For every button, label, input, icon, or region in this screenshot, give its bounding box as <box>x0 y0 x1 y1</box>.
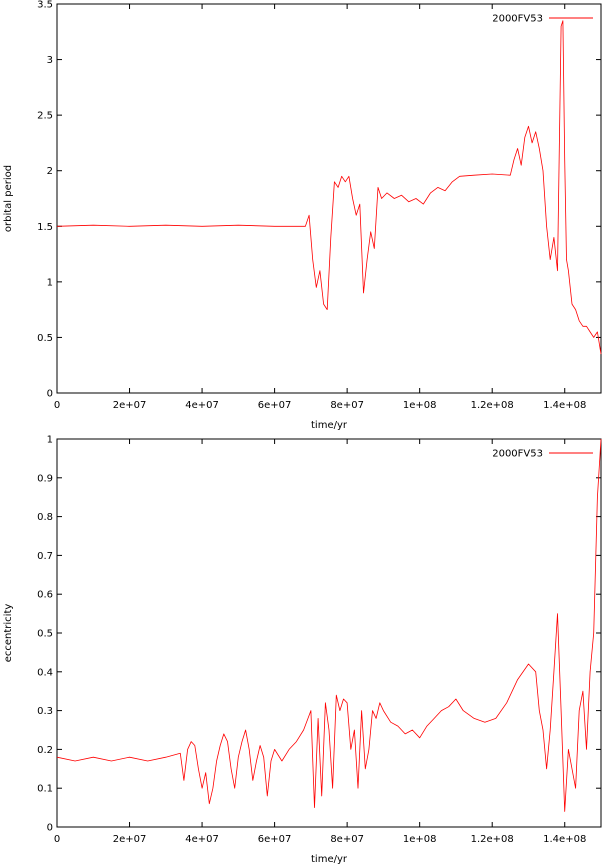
x-tick-label: 2e+07 <box>113 400 147 411</box>
y-tick-label: 3.5 <box>37 0 53 11</box>
y-tick-label: 0.2 <box>37 745 53 756</box>
x-tick-label: 1.4e+08 <box>543 400 586 411</box>
plot-frame <box>56 438 602 828</box>
y-tick-label: 1 <box>47 435 53 446</box>
x-tick-label: 4e+07 <box>185 834 219 845</box>
series-line-2000FV53 <box>56 20 602 355</box>
y-axis-label: orbital period <box>3 165 14 232</box>
y-tick-label: 0.4 <box>37 667 53 678</box>
y-tick-label: 2.5 <box>37 111 53 122</box>
legend-label: 2000FV53 <box>492 14 543 25</box>
plot-frame <box>56 3 602 394</box>
y-tick-label: 0.7 <box>37 551 53 562</box>
legend-label: 2000FV53 <box>492 449 543 460</box>
x-tick-label: 8e+07 <box>330 400 364 411</box>
chart-orbital-period: 0 2e+07 4e+07 6e+07 8e+07 1e+08 1.2e+08 1.4e+08… <box>3 0 602 431</box>
y-tick-label: 0.6 <box>37 590 53 601</box>
y-tick-label: 0.1 <box>37 784 53 795</box>
x-tick-label: 8e+07 <box>330 834 364 845</box>
series-line-2000FV53 <box>56 438 602 812</box>
chart-eccentricity: 0 2e+07 4e+07 6e+07 8e+07 1e+08 1.2e+08 1.4e+08… <box>3 435 602 865</box>
x-axis-label: time/yr <box>311 854 348 865</box>
y-tick-label: 0.3 <box>37 706 53 717</box>
x-tick-label: 1.2e+08 <box>471 834 514 845</box>
x-tick-label: 1.2e+08 <box>471 400 514 411</box>
x-tick-label: 0 <box>54 400 60 411</box>
y-tick-label: 0.5 <box>37 333 53 344</box>
x-tick-label: 2e+07 <box>113 834 147 845</box>
x-axis-label: time/yr <box>311 420 348 431</box>
x-tick-label: 1.4e+08 <box>543 834 586 845</box>
y-tick-label: 1 <box>47 277 53 288</box>
y-tick-label: 0 <box>47 389 53 400</box>
y-tick-label: 3 <box>47 55 53 66</box>
x-tick-label: 6e+07 <box>258 400 292 411</box>
y-tick-label: 2 <box>47 166 53 177</box>
x-tick-label: 0 <box>54 834 60 845</box>
y-tick-label: 1.5 <box>37 222 53 233</box>
x-tick-label: 1e+08 <box>403 400 437 411</box>
x-tick-label: 6e+07 <box>258 834 292 845</box>
y-axis-label: eccentricity <box>3 604 14 663</box>
y-tick-label: 0.8 <box>37 512 53 523</box>
x-tick-label: 4e+07 <box>185 400 219 411</box>
y-tick-label: 0.5 <box>37 629 53 640</box>
x-tick-label: 1e+08 <box>403 834 437 845</box>
y-tick-label: 0 <box>47 823 53 834</box>
y-tick-label: 0.9 <box>37 473 53 484</box>
